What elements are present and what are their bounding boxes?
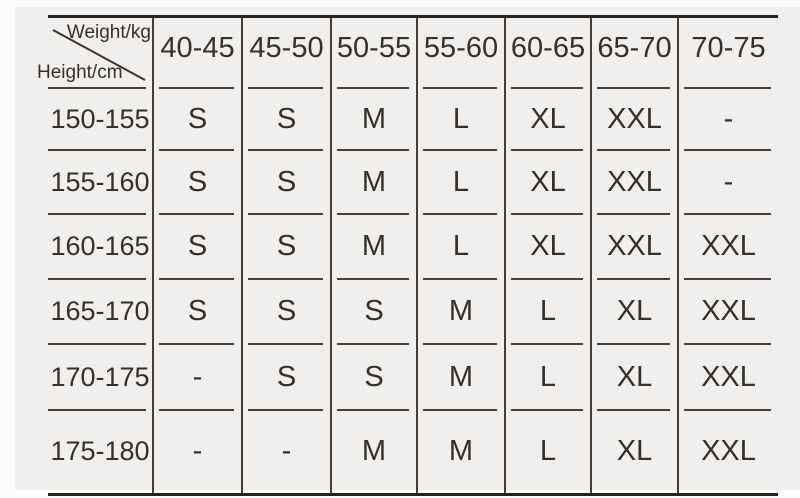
size-cell: S: [332, 344, 418, 411]
size-cell: -: [243, 410, 332, 493]
size-cell: S: [332, 279, 418, 345]
size-cell: XXL: [701, 435, 756, 467]
size-cell: L: [506, 410, 592, 493]
size-table: Weight/kg Height/cm 40-45 45-50 50-55 55…: [37, 15, 778, 496]
column-header-55-60: 55-60: [418, 18, 506, 89]
size-cell: S: [243, 150, 332, 215]
size-cell: XXL: [592, 214, 679, 280]
column-header-40-45: 40-45: [154, 18, 243, 89]
size-cell: L: [506, 279, 592, 345]
column-header-45-50: 45-50: [243, 18, 332, 89]
size-cell: XL: [592, 344, 679, 411]
size-cell: M: [332, 88, 418, 151]
height-axis-label: Height/cm: [37, 62, 123, 83]
size-cell: S: [154, 214, 243, 280]
corner-header-cell: Weight/kg Height/cm: [37, 18, 154, 89]
column-header-65-70: 65-70: [592, 18, 679, 89]
row-header-155-160: 155-160: [48, 150, 154, 215]
size-cell: M: [332, 150, 418, 215]
column-header-50-55: 50-55: [332, 18, 418, 89]
size-cell: L: [418, 150, 506, 215]
size-cell: XXL: [592, 88, 679, 151]
size-cell: XL: [506, 150, 592, 215]
size-cell: M: [418, 410, 506, 493]
size-cell: S: [243, 344, 332, 411]
size-cell: M: [332, 214, 418, 280]
weight-axis-label: Weight/kg: [66, 22, 151, 43]
size-cell: XL: [592, 410, 679, 493]
size-cell: S: [243, 279, 332, 345]
size-cell: L: [506, 344, 592, 411]
row-header-175-180: 175-180: [48, 410, 154, 493]
size-cell: S: [154, 150, 243, 215]
size-cell: S: [154, 88, 243, 151]
size-cell: -: [679, 88, 778, 151]
size-cell: -: [154, 410, 243, 493]
row-header-150-155: 150-155: [48, 88, 154, 151]
size-cell: L: [418, 214, 506, 280]
size-cell: -: [679, 150, 778, 215]
column-header-70-75: 70-75: [679, 18, 778, 89]
row-header-170-175: 170-175: [48, 344, 154, 411]
size-cell: M: [418, 344, 506, 411]
size-cell: XXL: [679, 344, 778, 411]
size-cell: L: [418, 88, 506, 151]
column-header-60-65: 60-65: [506, 18, 592, 89]
size-cell: M: [418, 279, 506, 345]
size-cell: XXL: [679, 214, 778, 280]
size-cell: S: [154, 279, 243, 345]
size-cell: M: [332, 410, 418, 493]
size-cell: XL: [592, 279, 679, 345]
size-cell: -: [154, 344, 243, 411]
size-cell: XL: [506, 88, 592, 151]
row-header-165-170: 165-170: [48, 279, 154, 345]
size-cell: S: [243, 88, 332, 151]
size-cell: S: [243, 214, 332, 280]
size-cell: XXL: [679, 279, 778, 345]
size-cell: XXL: [592, 150, 679, 215]
size-cell: XL: [506, 214, 592, 280]
diagonal-divider-line: [52, 29, 146, 81]
row-header-160-165: 160-165: [48, 214, 154, 280]
chart-panel: Weight/kg Height/cm 40-45 45-50 50-55 55…: [15, 7, 800, 496]
